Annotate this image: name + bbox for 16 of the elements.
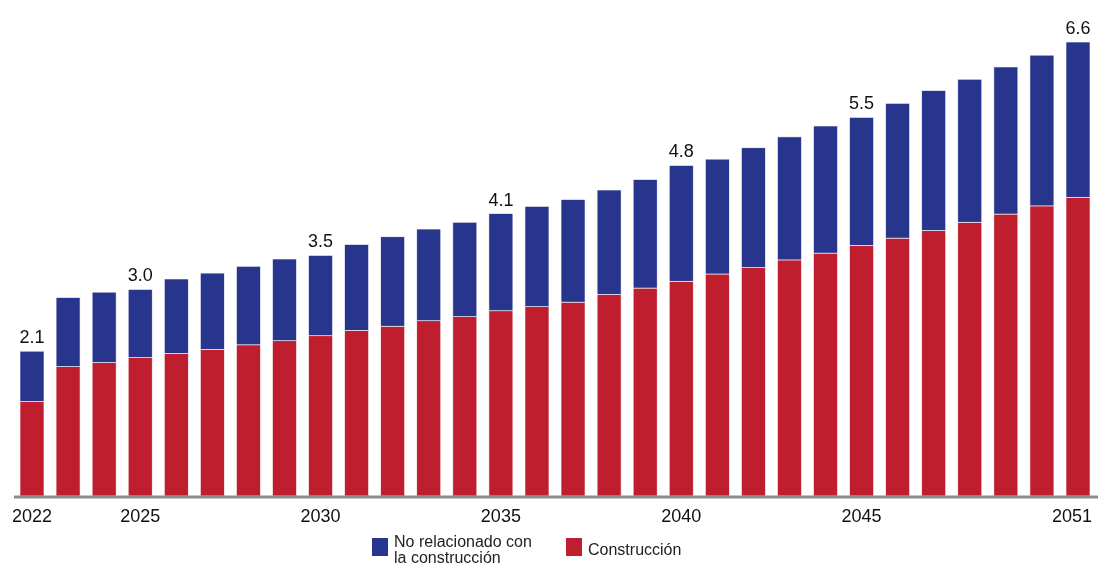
legend-label: Construcción — [588, 541, 682, 558]
x-tick-label: 2051 — [1051, 506, 1093, 526]
annotation: 5.5 — [849, 93, 875, 114]
x-tick-label: 2045 — [841, 506, 882, 526]
x-tick-label: 2035 — [480, 506, 521, 526]
x-tick-label: 2022 — [11, 506, 53, 526]
annotation: 6.6 — [1065, 18, 1091, 38]
x-tick-label: 2025 — [120, 506, 161, 526]
annotation: 4.1 — [488, 189, 514, 210]
annotation: 2.1 — [19, 327, 45, 348]
x-tick-label: 2030 — [300, 506, 341, 526]
x-tick-label: 2040 — [661, 506, 702, 526]
annotation: 3.5 — [308, 231, 334, 252]
legend-label: No relacionado con la construcción — [394, 533, 532, 566]
annotation: 3.0 — [127, 265, 153, 286]
annotation: 4.8 — [668, 141, 694, 162]
